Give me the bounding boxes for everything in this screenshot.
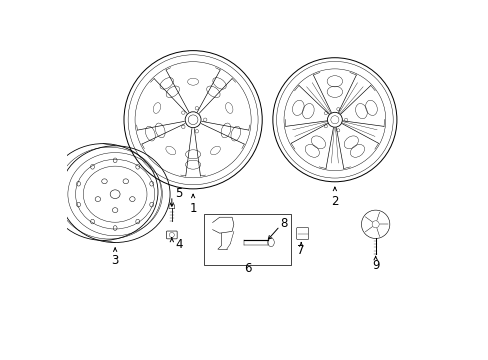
Text: 5: 5 — [175, 187, 182, 200]
Text: 8: 8 — [279, 217, 286, 230]
Text: 4: 4 — [175, 238, 183, 251]
Text: 3: 3 — [111, 255, 119, 267]
Text: 9: 9 — [371, 258, 379, 271]
Text: 6: 6 — [244, 262, 251, 275]
Bar — [203, 214, 290, 265]
Text: 1: 1 — [189, 202, 197, 215]
Text: 2: 2 — [330, 195, 338, 208]
Text: 7: 7 — [297, 244, 305, 257]
